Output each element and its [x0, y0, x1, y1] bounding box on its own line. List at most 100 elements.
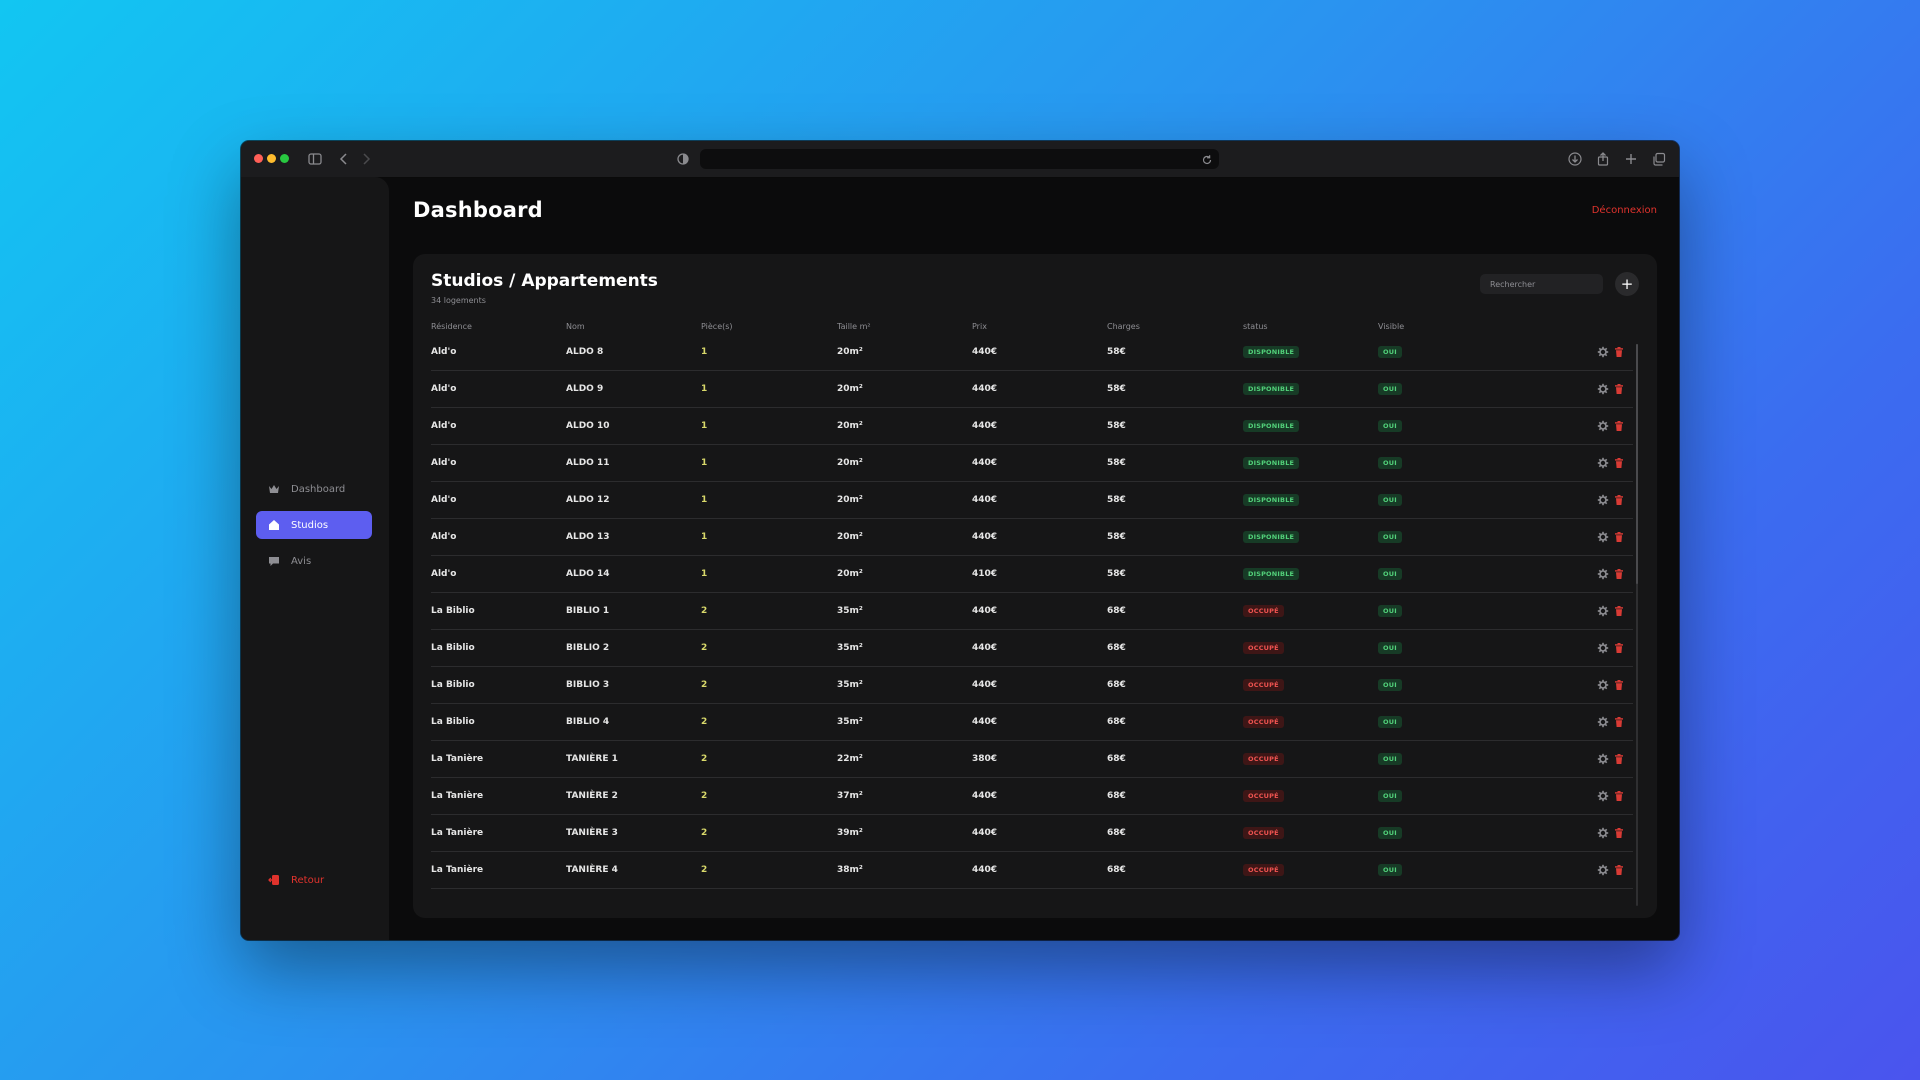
scrollbar[interactable] — [1636, 344, 1638, 906]
settings-icon[interactable] — [1597, 531, 1609, 543]
trash-icon[interactable] — [1613, 827, 1625, 839]
table-row: Ald'o ALDO 10 1 20m² 440€ 58€ DISPONIBLE OUI — [431, 408, 1633, 445]
sidebar-item-dashboard[interactable]: Dashboard — [256, 475, 372, 503]
settings-icon[interactable] — [1597, 716, 1609, 728]
logout-button[interactable]: Déconnexion — [1591, 205, 1657, 216]
settings-icon[interactable] — [1597, 346, 1609, 358]
cell-size: 35m² — [837, 717, 863, 727]
settings-icon[interactable] — [1597, 679, 1609, 691]
cell-residence: La Biblio — [431, 606, 475, 616]
trash-icon[interactable] — [1613, 457, 1625, 469]
trash-icon[interactable] — [1613, 864, 1625, 876]
table-row: Ald'o ALDO 11 1 20m² 440€ 58€ DISPONIBLE OUI — [431, 445, 1633, 482]
cell-residence: Ald'o — [431, 495, 457, 505]
visible-badge[interactable]: OUI — [1378, 716, 1402, 728]
cell-name: ALDO 9 — [566, 384, 604, 394]
settings-icon[interactable] — [1597, 494, 1609, 506]
status-badge: OCCUPÉ — [1243, 605, 1284, 617]
new-tab-icon[interactable] — [1623, 151, 1639, 167]
cell-name: ALDO 11 — [566, 458, 610, 468]
tab-overview-icon[interactable] — [1651, 151, 1667, 167]
cell-size: 37m² — [837, 791, 863, 801]
sidebar-item-studios[interactable]: Studios — [256, 511, 372, 539]
trash-icon[interactable] — [1613, 716, 1625, 728]
settings-icon[interactable] — [1597, 642, 1609, 654]
trash-icon[interactable] — [1613, 605, 1625, 617]
browser-titlebar — [241, 141, 1679, 178]
cell-residence: La Tanière — [431, 754, 484, 764]
share-icon[interactable] — [1595, 151, 1611, 167]
close-window-button[interactable] — [254, 154, 263, 163]
visible-badge[interactable]: OUI — [1378, 827, 1402, 839]
scrollbar-thumb[interactable] — [1636, 344, 1638, 584]
back-arrow-icon[interactable] — [336, 151, 352, 167]
cell-residence: Ald'o — [431, 421, 457, 431]
cell-name: ALDO 12 — [566, 495, 610, 505]
visible-badge[interactable]: OUI — [1378, 420, 1402, 432]
visible-badge[interactable]: OUI — [1378, 864, 1402, 876]
table-row: Ald'o ALDO 14 1 20m² 410€ 58€ DISPONIBLE OUI — [431, 556, 1633, 593]
settings-icon[interactable] — [1597, 864, 1609, 876]
search-input[interactable] — [1480, 274, 1603, 294]
settings-icon[interactable] — [1597, 790, 1609, 802]
back-button[interactable]: Retour — [256, 866, 372, 894]
download-icon[interactable] — [1567, 151, 1583, 167]
status-badge: OCCUPÉ — [1243, 790, 1284, 802]
trash-icon[interactable] — [1613, 383, 1625, 395]
cell-charges: 68€ — [1107, 606, 1126, 616]
cell-name: ALDO 8 — [566, 347, 604, 357]
settings-icon[interactable] — [1597, 383, 1609, 395]
trash-icon[interactable] — [1613, 753, 1625, 765]
trash-icon[interactable] — [1613, 346, 1625, 358]
sidebar-item-label: Dashboard — [291, 483, 346, 495]
trash-icon[interactable] — [1613, 420, 1625, 432]
visible-badge[interactable]: OUI — [1378, 531, 1402, 543]
trash-icon[interactable] — [1613, 494, 1625, 506]
settings-icon[interactable] — [1597, 753, 1609, 765]
visible-badge[interactable]: OUI — [1378, 790, 1402, 802]
sidebar-item-avis[interactable]: Avis — [256, 547, 372, 575]
visible-badge[interactable]: OUI — [1378, 605, 1402, 617]
settings-icon[interactable] — [1597, 457, 1609, 469]
privacy-shield-icon[interactable] — [675, 151, 691, 167]
cell-size: 35m² — [837, 606, 863, 616]
trash-icon[interactable] — [1613, 679, 1625, 691]
visible-badge[interactable]: OUI — [1378, 679, 1402, 691]
sidebar: Dashboard Studios Avis Retour — [241, 177, 389, 940]
status-badge: DISPONIBLE — [1243, 457, 1300, 469]
cell-rooms: 2 — [701, 606, 708, 616]
visible-badge[interactable]: OUI — [1378, 568, 1402, 580]
cell-size: 20m² — [837, 532, 863, 542]
sidebar-toggle-icon[interactable] — [307, 151, 323, 167]
trash-icon[interactable] — [1613, 642, 1625, 654]
forward-arrow-icon[interactable] — [358, 151, 374, 167]
cell-size: 20m² — [837, 384, 863, 394]
address-bar[interactable] — [700, 149, 1219, 169]
visible-badge[interactable]: OUI — [1378, 457, 1402, 469]
cell-name: BIBLIO 2 — [566, 643, 610, 653]
reload-icon[interactable] — [1200, 152, 1214, 166]
visible-badge[interactable]: OUI — [1378, 383, 1402, 395]
visible-badge[interactable]: OUI — [1378, 753, 1402, 765]
cell-charges: 68€ — [1107, 643, 1126, 653]
table-row: Ald'o ALDO 9 1 20m² 440€ 58€ DISPONIBLE OUI — [431, 371, 1633, 408]
visible-badge[interactable]: OUI — [1378, 346, 1402, 358]
settings-icon[interactable] — [1597, 827, 1609, 839]
cell-name: BIBLIO 1 — [566, 606, 610, 616]
trash-icon[interactable] — [1613, 790, 1625, 802]
trash-icon[interactable] — [1613, 531, 1625, 543]
minimize-window-button[interactable] — [267, 154, 276, 163]
trash-icon[interactable] — [1613, 568, 1625, 580]
status-badge: OCCUPÉ — [1243, 864, 1284, 876]
maximize-window-button[interactable] — [280, 154, 289, 163]
table-row: La Biblio BIBLIO 1 2 35m² 440€ 68€ OCCUPÉ OUI — [431, 593, 1633, 630]
visible-badge[interactable]: OUI — [1378, 642, 1402, 654]
visible-badge[interactable]: OUI — [1378, 494, 1402, 506]
settings-icon[interactable] — [1597, 605, 1609, 617]
column-header: Pièce(s) — [701, 322, 733, 331]
settings-icon[interactable] — [1597, 420, 1609, 432]
add-listing-button[interactable]: + — [1615, 272, 1639, 296]
column-header: Résidence — [431, 322, 472, 331]
settings-icon[interactable] — [1597, 568, 1609, 580]
cell-name: ALDO 13 — [566, 532, 610, 542]
